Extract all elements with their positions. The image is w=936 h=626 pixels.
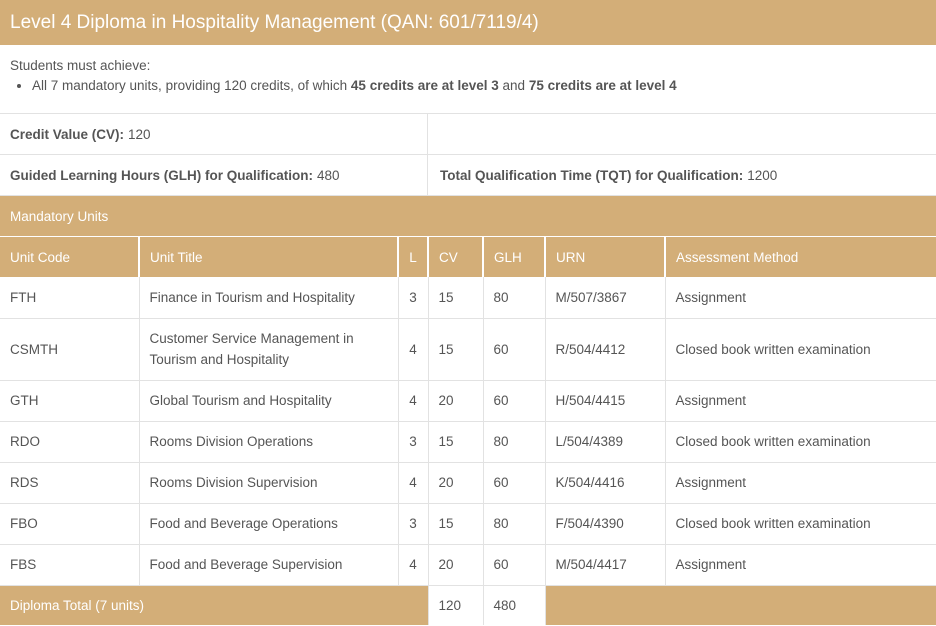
cell-level: 3 bbox=[398, 277, 429, 319]
cell-level: 4 bbox=[398, 544, 429, 586]
total-row: Diploma Total (7 units) 120 480 bbox=[0, 585, 936, 625]
empty-cell bbox=[428, 114, 936, 154]
cell-cv: 20 bbox=[428, 380, 484, 422]
cell-assessment-method: Assignment bbox=[665, 462, 936, 504]
requirement-level4: 75 credits are at level 4 bbox=[528, 78, 677, 93]
column-header-unit-title: Unit Title bbox=[139, 237, 399, 277]
requirement-and: and bbox=[498, 78, 529, 93]
cell-unit-title: Global Tourism and Hospitality bbox=[139, 380, 399, 422]
cell-cv: 15 bbox=[428, 277, 484, 319]
total-cv: 120 bbox=[428, 585, 484, 625]
cell-level: 3 bbox=[398, 421, 429, 463]
cell-urn: M/507/3867 bbox=[545, 277, 666, 319]
requirement-level3: 45 credits are at level 3 bbox=[350, 78, 499, 93]
tqt-value: 1200 bbox=[747, 167, 778, 183]
cell-assessment-method: Closed book written examination bbox=[665, 318, 936, 381]
column-header-cv: CV bbox=[428, 237, 484, 277]
cell-unit-code: GTH bbox=[0, 380, 140, 422]
cell-assessment-method: Closed book written examination bbox=[665, 503, 936, 545]
table-row: GTH Global Tourism and Hospitality 4 20 60 H/… bbox=[0, 380, 936, 422]
table-body: FTH Finance in Tourism and Hospitality 3 15… bbox=[0, 277, 936, 586]
column-header-assessment-method: Assessment Method bbox=[665, 237, 936, 277]
table-row: RDO Rooms Division Operations 3 15 80 L/504/4… bbox=[0, 421, 936, 463]
requirements-box: Students must achieve: All 7 mandatory u… bbox=[0, 46, 936, 114]
cell-unit-code: CSMTH bbox=[0, 318, 140, 381]
cell-unit-title: Rooms Division Supervision bbox=[139, 462, 399, 504]
credit-value-cell: Credit Value (CV): 120 bbox=[0, 114, 428, 154]
cell-assessment-method: Assignment bbox=[665, 544, 936, 586]
cell-unit-title: Finance in Tourism and Hospitality bbox=[139, 277, 399, 319]
requirement-item: All 7 mandatory units, providing 120 cre… bbox=[32, 78, 926, 93]
column-header-urn: URN bbox=[545, 237, 666, 277]
cell-urn: R/504/4412 bbox=[545, 318, 666, 381]
cell-glh: 60 bbox=[483, 318, 546, 381]
cell-cv: 15 bbox=[428, 421, 484, 463]
table-row: FBO Food and Beverage Operations 3 15 80 F/50… bbox=[0, 503, 936, 545]
requirements-list: All 7 mandatory units, providing 120 cre… bbox=[10, 78, 926, 93]
glh-value: 480 bbox=[317, 167, 340, 183]
requirement-text: All 7 mandatory units, providing 120 cre… bbox=[32, 78, 351, 93]
column-header-level: L bbox=[398, 237, 429, 277]
cell-glh: 80 bbox=[483, 421, 546, 463]
cell-glh: 80 bbox=[483, 277, 546, 319]
total-glh: 480 bbox=[483, 585, 546, 625]
table-row: CSMTH Customer Service Management in Tour… bbox=[0, 318, 936, 381]
cell-cv: 15 bbox=[428, 503, 484, 545]
table-row: FTH Finance in Tourism and Hospitality 3 15… bbox=[0, 277, 936, 319]
cell-unit-title: Rooms Division Operations bbox=[139, 421, 399, 463]
credit-value-label: Credit Value (CV): bbox=[10, 126, 125, 142]
cell-unit-code: RDS bbox=[0, 462, 140, 504]
cell-glh: 60 bbox=[483, 462, 546, 504]
cell-cv: 15 bbox=[428, 318, 484, 381]
cell-assessment-method: Closed book written examination bbox=[665, 421, 936, 463]
total-label: Diploma Total (7 units) bbox=[0, 585, 429, 625]
cell-level: 3 bbox=[398, 503, 429, 545]
cell-unit-code: RDO bbox=[0, 421, 140, 463]
cell-urn: H/504/4415 bbox=[545, 380, 666, 422]
cell-unit-title: Food and Beverage Supervision bbox=[139, 544, 399, 586]
credit-value: 120 bbox=[128, 126, 151, 142]
column-header-unit-code: Unit Code bbox=[0, 237, 140, 277]
cell-unit-code: FBO bbox=[0, 503, 140, 545]
cell-unit-title: Food and Beverage Operations bbox=[139, 503, 399, 545]
section-header: Mandatory Units bbox=[0, 196, 936, 237]
cell-glh: 60 bbox=[483, 380, 546, 422]
cell-level: 4 bbox=[398, 462, 429, 504]
cell-unit-title: Customer Service Management in Tourism a… bbox=[139, 318, 399, 381]
cell-assessment-method: Assignment bbox=[665, 380, 936, 422]
cell-unit-code: FBS bbox=[0, 544, 140, 586]
tqt-label: Total Qualification Time (TQT) for Quali… bbox=[440, 167, 744, 183]
units-table: Unit Code Unit Title L CV GLH URN Assessment M… bbox=[0, 237, 936, 625]
table-row: RDS Rooms Division Supervision 4 20 60 K/504/… bbox=[0, 462, 936, 504]
cell-urn: M/504/4417 bbox=[545, 544, 666, 586]
table-header-row: Unit Code Unit Title L CV GLH URN Assessment M… bbox=[0, 237, 936, 277]
table-row: FBS Food and Beverage Supervision 4 20 60 M/5… bbox=[0, 544, 936, 586]
cell-glh: 80 bbox=[483, 503, 546, 545]
cell-urn: L/504/4389 bbox=[545, 421, 666, 463]
tqt-cell: Total Qualification Time (TQT) for Quali… bbox=[428, 155, 936, 195]
hours-row: Guided Learning Hours (GLH) for Qualific… bbox=[0, 155, 936, 196]
cell-urn: K/504/4416 bbox=[545, 462, 666, 504]
cell-unit-code: FTH bbox=[0, 277, 140, 319]
cell-level: 4 bbox=[398, 318, 429, 381]
requirements-intro: Students must achieve: bbox=[10, 58, 151, 73]
cell-level: 4 bbox=[398, 380, 429, 422]
credit-value-row: Credit Value (CV): 120 bbox=[0, 114, 936, 155]
glh-cell: Guided Learning Hours (GLH) for Qualific… bbox=[0, 155, 428, 195]
column-header-glh: GLH bbox=[483, 237, 546, 277]
cell-assessment-method: Assignment bbox=[665, 277, 936, 319]
qualification-title: Level 4 Diploma in Hospitality Managemen… bbox=[0, 0, 936, 46]
cell-glh: 60 bbox=[483, 544, 546, 586]
glh-label: Guided Learning Hours (GLH) for Qualific… bbox=[10, 167, 313, 183]
cell-urn: F/504/4390 bbox=[545, 503, 666, 545]
cell-cv: 20 bbox=[428, 544, 484, 586]
total-filler bbox=[545, 585, 936, 625]
cell-cv: 20 bbox=[428, 462, 484, 504]
